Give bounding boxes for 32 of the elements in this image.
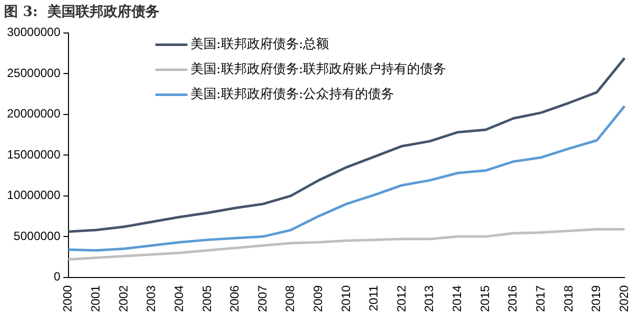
y-tick-label: 20000000 [7, 106, 61, 121]
x-tick-label: 2014 [450, 284, 464, 312]
y-tick-label: 30000000 [7, 25, 61, 40]
x-tick-label: 2020 [616, 284, 631, 312]
x-tick-label: 2001 [88, 284, 103, 312]
x-tick-label: 2004 [172, 284, 186, 312]
x-tick-label: 2000 [60, 284, 75, 312]
y-tick-label: 25000000 [7, 66, 61, 80]
legend-label: 美国:联邦政府债务:公众持有的债务 [190, 86, 394, 102]
x-tick-label: 2008 [283, 284, 298, 312]
x-tick-label: 2011 [366, 284, 381, 312]
x-tick-label: 2016 [506, 284, 520, 312]
x-tick-label: 2015 [478, 284, 492, 312]
y-tick-label: 0 [54, 270, 61, 284]
y-tick-label: 15000000 [7, 147, 61, 162]
x-tick-label: 2006 [228, 284, 242, 312]
x-tick-label: 2017 [533, 284, 548, 312]
x-tick-label: 2005 [200, 284, 214, 312]
chart-title: 图 3: 美国联邦政府债务 [4, 3, 160, 20]
y-tick-label: 10000000 [7, 188, 61, 202]
x-tick-label: 2012 [394, 284, 408, 312]
x-tick-label: 2002 [116, 284, 130, 312]
x-tick-label: 2013 [422, 284, 436, 312]
legend-label: 美国:联邦政府债务:总额 [190, 36, 330, 52]
x-tick-label: 2007 [255, 284, 270, 312]
x-tick-label: 2003 [144, 284, 158, 312]
x-tick-label: 2009 [310, 284, 325, 312]
x-tick-label: 2019 [589, 284, 604, 312]
x-tick-label: 2018 [561, 284, 576, 312]
x-tick-label: 2010 [338, 284, 353, 312]
legend-label: 美国:联邦政府债务:联邦政府账户持有的债务 [190, 61, 446, 78]
y-tick-label: 5000000 [14, 228, 61, 243]
